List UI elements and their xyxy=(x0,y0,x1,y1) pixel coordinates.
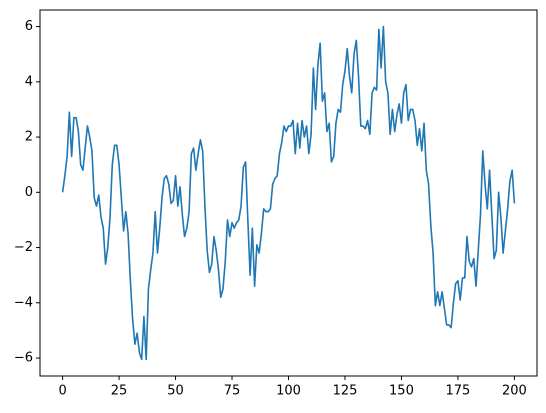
x-tick-label: 50 xyxy=(167,384,184,399)
axes-frame xyxy=(39,9,538,377)
y-tick-label: −2 xyxy=(14,240,33,255)
y-tick-label: 2 xyxy=(25,130,33,145)
y-tick-label: −4 xyxy=(14,295,33,310)
x-tick-label: 100 xyxy=(276,384,301,399)
x-tick-label: 25 xyxy=(111,384,128,399)
x-tick-label: 150 xyxy=(389,384,414,399)
y-tick-label: 4 xyxy=(25,74,33,89)
x-tick-label: 125 xyxy=(333,384,358,399)
x-tick-label: 175 xyxy=(446,384,471,399)
y-tick-label: 0 xyxy=(25,185,33,200)
y-tick-label: −6 xyxy=(14,351,33,366)
x-tick-label: 0 xyxy=(58,384,66,399)
x-tick-label: 200 xyxy=(502,384,527,399)
line xyxy=(61,25,516,361)
y-tick-label: 6 xyxy=(25,19,33,34)
x-tick-label: 75 xyxy=(224,384,241,399)
